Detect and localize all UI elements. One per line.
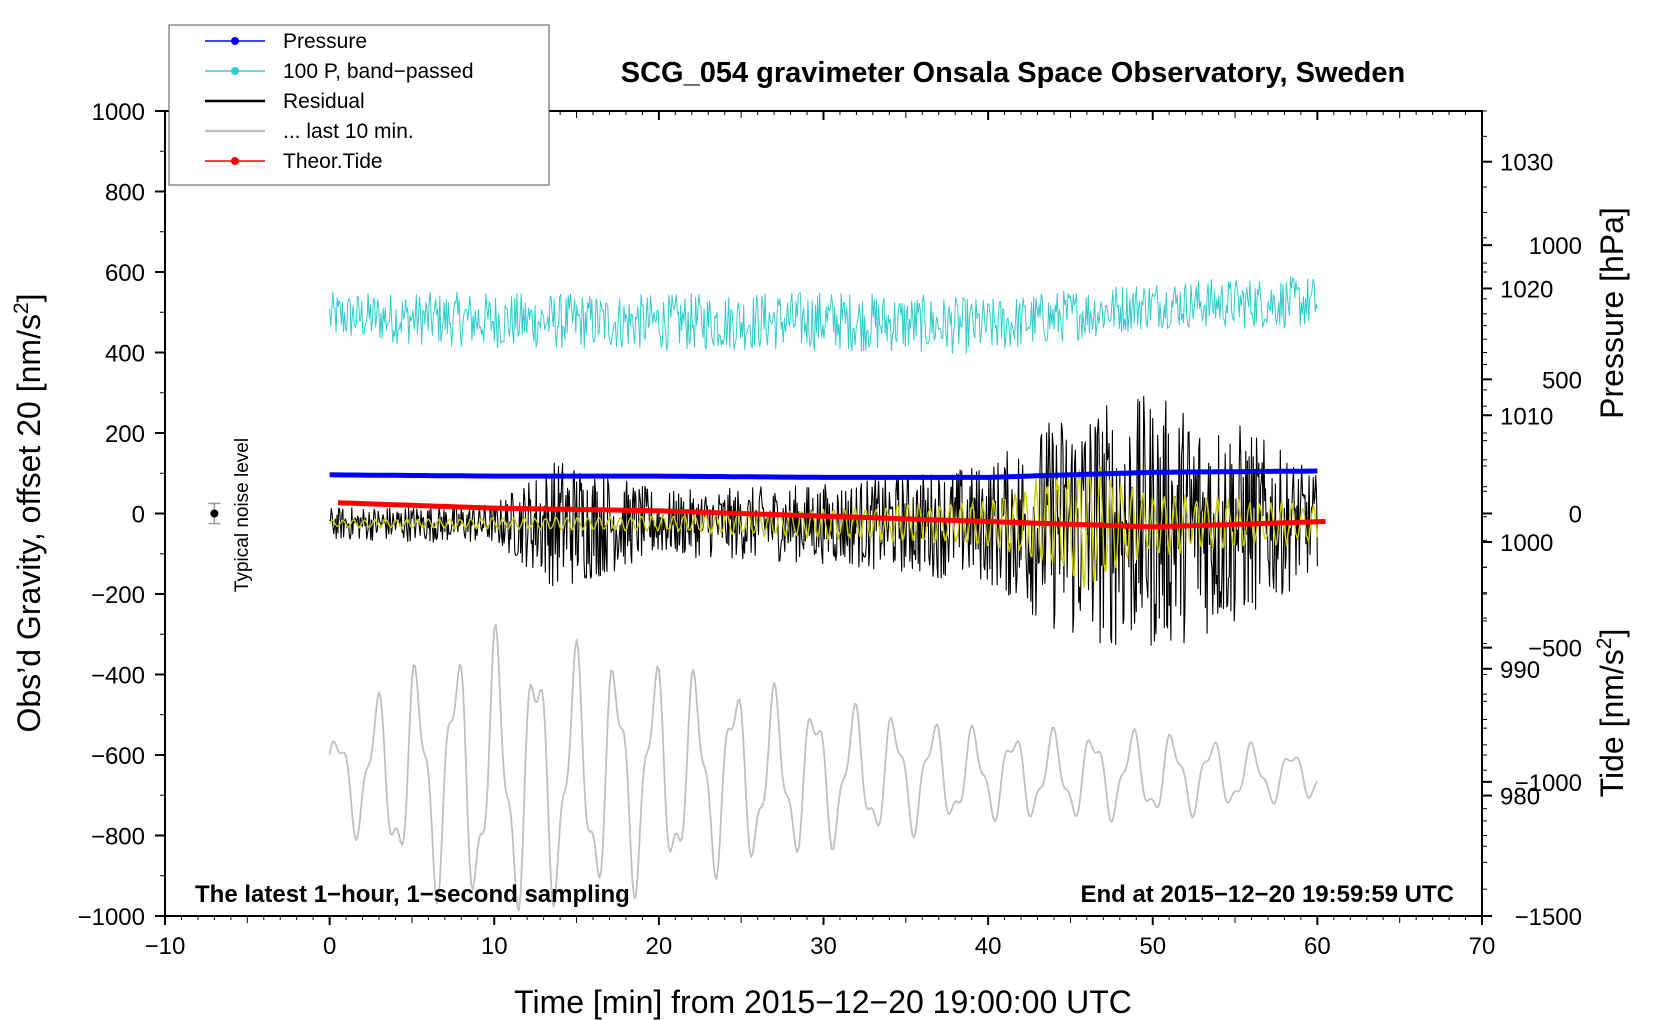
- noise-point: [210, 509, 219, 518]
- noise-level-marker: [208, 502, 221, 525]
- legend-entry-last-10-min: ... last 10 min.: [205, 120, 414, 143]
- tide-tick-label: 0: [1569, 502, 1582, 529]
- svg-text:Theor.Tide: Theor.Tide: [283, 150, 383, 173]
- y-tick-label: −800: [91, 824, 145, 851]
- y-tick-label: 200: [105, 421, 145, 448]
- pressure-tick-label: 1000: [1500, 530, 1553, 557]
- legend-entry-residual: Residual: [205, 90, 365, 113]
- x-tick-label: 20: [646, 933, 673, 960]
- y-tick-label: 400: [105, 341, 145, 368]
- legend: Pressure 100 P, band−passed Residual ...…: [168, 24, 550, 186]
- series-theor-tide: [337, 500, 1326, 530]
- pressure-tick-label: 1010: [1500, 403, 1553, 430]
- svg-text:... last 10 min.: ... last 10 min.: [283, 120, 414, 143]
- annotation-sampling: The latest 1−hour, 1−second sampling: [195, 881, 630, 908]
- legend-marker-pressure: [231, 37, 239, 45]
- series-last-10-min: [328, 623, 1319, 912]
- x-axis: −10 0 10 20 30 40 50 60 70: [145, 111, 1496, 960]
- y-tick-label: −400: [91, 663, 145, 690]
- x-tick-label: 30: [810, 933, 837, 960]
- annotation-noise-level: Typical noise level: [232, 438, 253, 592]
- x-tick-label: 70: [1469, 933, 1496, 960]
- y-tick-label: −1000: [78, 904, 145, 931]
- tide-tick-label: −1500: [1515, 904, 1582, 931]
- y-tick-label: −200: [91, 582, 145, 609]
- tide-tick-label: −1000: [1515, 770, 1582, 797]
- pressure-tick-label: 1030: [1500, 150, 1553, 177]
- svg-text:Pressure: Pressure: [283, 30, 367, 53]
- y-axis-label-tide: Tide [nm/s2]: [1593, 629, 1630, 798]
- y-axis-label-pressure: Pressure [hPa]: [1594, 207, 1630, 419]
- x-tick-label: 50: [1139, 933, 1166, 960]
- x-axis-label: Time [min] from 2015−12−20 19:00:00 UTC: [514, 984, 1132, 1020]
- svg-text:100 P, band−passed: 100 P, band−passed: [283, 60, 474, 83]
- tide-tick-label: 1000: [1529, 233, 1582, 260]
- x-tick-label: 10: [481, 933, 508, 960]
- pressure-tick-label: 990: [1500, 657, 1540, 684]
- annotation-end-time: End at 2015−12−20 19:59:59 UTC: [1080, 881, 1454, 908]
- tide-tick-label: 500: [1542, 367, 1582, 394]
- legend-entry-pressure: Pressure: [205, 30, 367, 53]
- legend-marker-bandpassed: [231, 67, 239, 75]
- y-axis-tide: 1000 500 0 −500 −1000 −1500: [1482, 233, 1582, 931]
- series-pressure: [329, 468, 1318, 480]
- legend-marker-theor-tide: [231, 157, 239, 165]
- y-axis-label-gravity: Obs’d Gravity, offset 20 [nm/s2]: [10, 293, 47, 732]
- svg-text:Residual: Residual: [283, 90, 365, 113]
- series-pressure-bandpassed: [329, 276, 1318, 354]
- legend-entry-theor-tide: Theor.Tide: [205, 150, 383, 173]
- pressure-tick-label: 980: [1500, 784, 1540, 811]
- x-tick-label: 0: [323, 933, 336, 960]
- y-tick-label: 600: [105, 260, 145, 287]
- x-tick-label: −10: [145, 933, 186, 960]
- pressure-tick-label: 1020: [1500, 276, 1553, 303]
- y-tick-label: 800: [105, 180, 145, 207]
- x-tick-label: 60: [1304, 933, 1331, 960]
- y-axis-gravity: 1000 800 600 400 200 0 −200 −400 −600 −800 −1000: [78, 99, 165, 931]
- x-tick-label: 40: [975, 933, 1002, 960]
- y-tick-label: 0: [132, 502, 145, 529]
- tide-tick-label: −500: [1528, 636, 1582, 663]
- y-tick-label: 1000: [92, 99, 145, 126]
- y-axis-pressure: 1030 1020 1010 1000 990 980: [1482, 110, 1553, 847]
- chart-title: SCG_054 gravimeter Onsala Space Observat…: [621, 57, 1405, 89]
- y-tick-label: −600: [91, 743, 145, 770]
- legend-entry-bandpassed: 100 P, band−passed: [205, 60, 474, 83]
- series-residual-filtered: [329, 465, 1319, 588]
- series-layer: [328, 276, 1326, 912]
